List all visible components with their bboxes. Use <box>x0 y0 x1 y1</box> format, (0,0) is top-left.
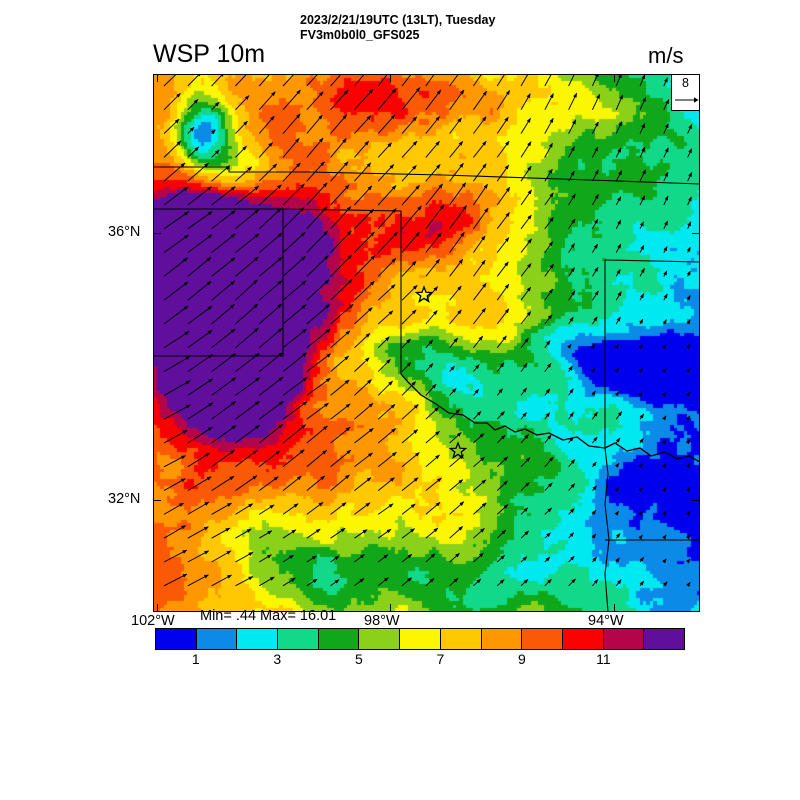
lat-tick-label-36: 36°N <box>108 224 141 240</box>
lon-tick-mark <box>614 604 615 612</box>
colorbar-tick-3: 3 <box>273 651 282 667</box>
colorbar-cell-11 <box>603 629 645 649</box>
colorbar-cells <box>155 628 685 650</box>
vector-reference-value: 8 <box>682 76 689 90</box>
station-star-2 <box>448 441 468 459</box>
lon-tick-mark <box>614 74 615 82</box>
minmax-annotation: Min= .44 Max= 16.01 <box>200 608 337 624</box>
state-borders <box>153 166 700 612</box>
colorbar-tick-5: 5 <box>354 651 363 667</box>
lat-tick-label-32: 32°N <box>108 491 141 507</box>
map-plot-area[interactable] <box>153 74 700 612</box>
windspeed-field <box>153 74 700 612</box>
units-label: m/s <box>648 43 684 68</box>
colorbar-cell-12 <box>644 629 684 649</box>
page-title: WSP 10m <box>153 40 266 68</box>
colorbar-cell-0 <box>156 629 197 649</box>
lat-tick-mark <box>692 233 700 234</box>
right-arrow-icon <box>675 97 699 103</box>
lon-tick-label-102: 102°W <box>131 613 175 629</box>
colorbar-cell-8 <box>481 629 523 649</box>
title-block: 2023/2/21/19UTC (13LT), Tuesday FV3m0b0l… <box>300 13 720 43</box>
lon-tick-mark <box>390 74 391 82</box>
colorbar-cell-1 <box>196 629 238 649</box>
colorbar-cell-10 <box>562 629 604 649</box>
colorbar-cell-9 <box>522 629 563 649</box>
colorbar-cell-7 <box>440 629 482 649</box>
lon-tick-label-94: 94°W <box>588 613 624 629</box>
colorbar-cell-5 <box>359 629 401 649</box>
lat-tick-mark <box>692 500 700 501</box>
lat-tick-mark <box>153 233 161 234</box>
colorbar-tick-7: 7 <box>436 651 445 667</box>
vector-reference-legend: 8 <box>671 74 700 111</box>
station-star-1 <box>414 285 434 303</box>
lat-tick-mark <box>153 500 161 501</box>
colorbar-cell-6 <box>400 629 441 649</box>
lon-tick-mark <box>390 604 391 612</box>
title-model: FV3m0b0l0_GFS025 <box>300 28 420 42</box>
colorbar-cell-2 <box>237 629 279 649</box>
lon-tick-mark <box>157 74 158 82</box>
lon-tick-label-98: 98°W <box>364 613 400 629</box>
title-datetime: 2023/2/21/19UTC (13LT), Tuesday <box>300 13 496 27</box>
colorbar[interactable] <box>155 628 685 650</box>
wind-vector-arrows <box>163 74 693 587</box>
colorbar-tick-11: 11 <box>596 651 611 667</box>
colorbar-tick-1: 1 <box>191 651 200 667</box>
colorbar-cell-3 <box>278 629 319 649</box>
colorbar-tick-9: 9 <box>518 651 526 667</box>
colorbar-cell-4 <box>318 629 360 649</box>
lon-tick-mark <box>157 604 158 612</box>
